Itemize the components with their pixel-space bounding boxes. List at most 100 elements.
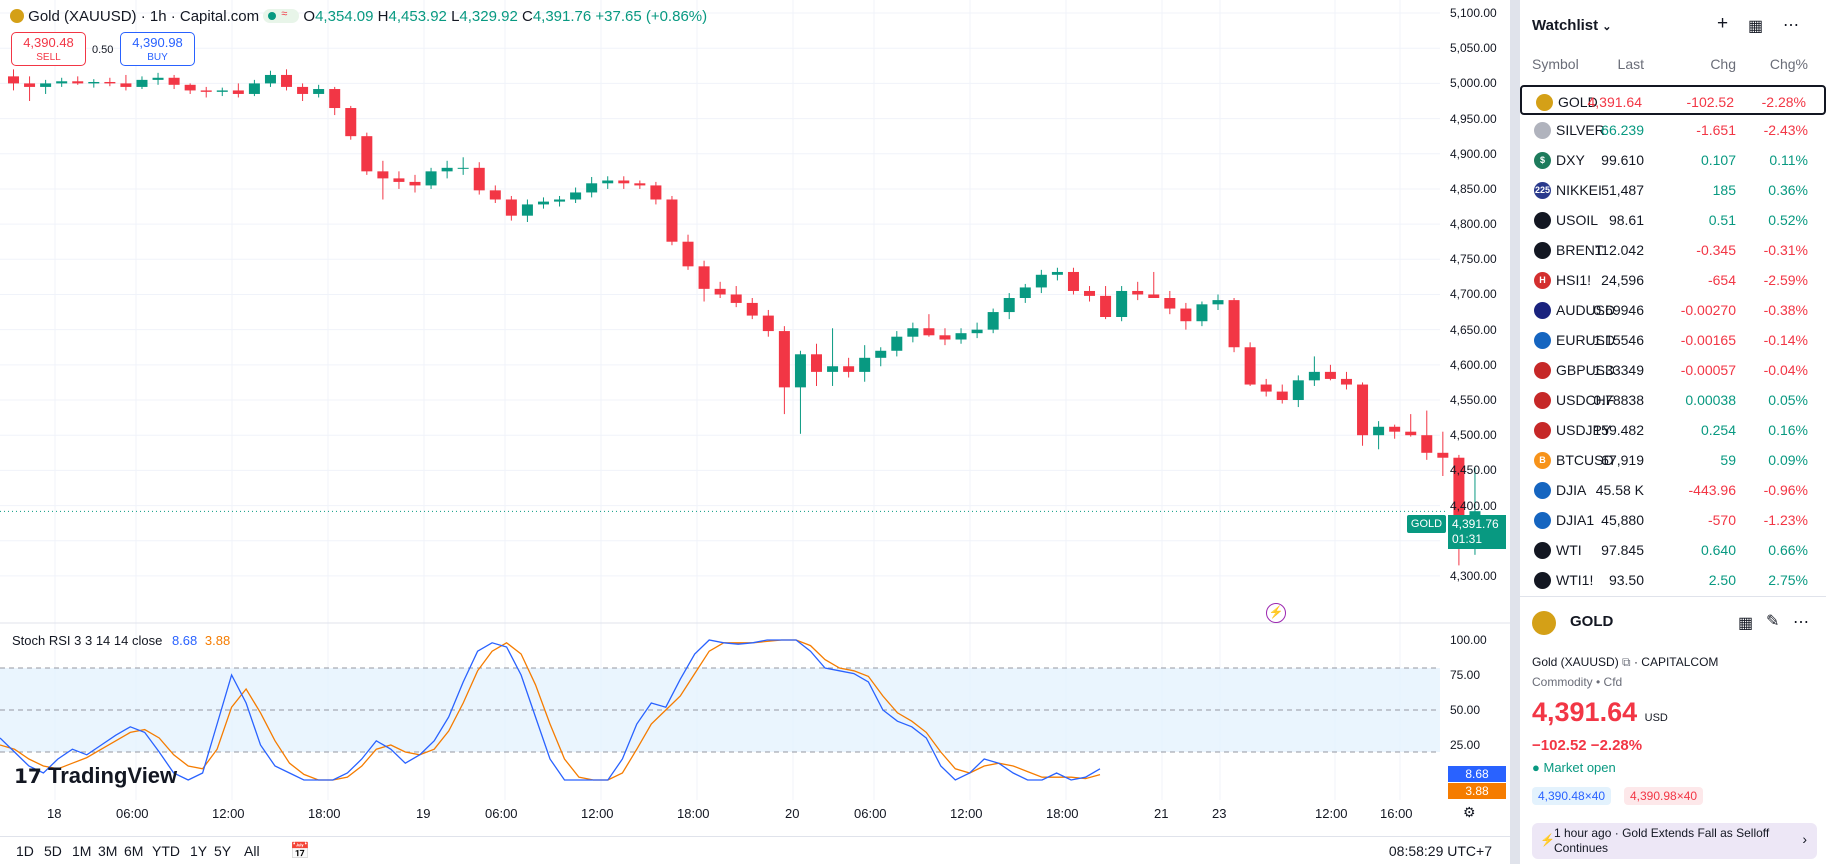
watchlist-row[interactable]: DJIA1 45,880 -570 -1.23% [1520,505,1826,535]
stoch-d-line [0,639,1101,781]
symbol-legend[interactable]: Gold (XAUUSD) · 1h · Capital.com ≈ O4,35… [10,8,707,25]
watchlist-row[interactable]: USDCHF 0.78838 0.00038 0.05% [1520,385,1826,415]
symbol-change-pct: 0.52% [1768,212,1808,228]
news-item[interactable]: ⚡ 1 hour ago · Gold Extends Fall as Sell… [1532,823,1817,859]
more-options-icon[interactable]: ⋯ [1793,614,1809,631]
candle-body [762,315,774,332]
external-link-icon[interactable]: ⧉ [1622,655,1631,669]
watchlist-row[interactable]: WTI 97.845 0.640 0.66% [1520,535,1826,565]
add-symbol-icon[interactable]: + [1717,13,1729,34]
chart-pane[interactable]: Gold (XAUUSD) · 1h · Capital.com ≈ O4,35… [0,0,1510,864]
watchlist-row[interactable]: B BTCUSD 67,919 59 0.09% [1520,445,1826,475]
time-tick-label: 20 [785,806,800,821]
edit-note-icon[interactable]: ✎ [1766,613,1780,630]
symbol-last: 45,880 [1601,512,1644,528]
symbol-logo-icon [1534,392,1551,409]
range-button-5y[interactable]: 5Y [214,843,232,859]
candle-countdown: 01:31 [1452,532,1483,546]
range-button-6m[interactable]: 6M [124,843,144,859]
layout-grid-icon[interactable]: ▦ [1748,18,1764,35]
chart-canvas[interactable] [0,0,1510,836]
column-symbol[interactable]: Symbol [1532,56,1579,72]
price-tick-label: 4,650.00 [1450,322,1497,337]
tradingview-watermark[interactable]: 𝟭𝟳 TradingView [14,763,177,789]
symbol-change-pct: -0.96% [1763,482,1808,498]
settings-gear-icon[interactable]: ⚙ [1463,804,1476,820]
candle-body [104,81,116,84]
symbol-change: -0.345 [1696,242,1736,258]
candle-body [184,84,196,91]
column-chg-pct[interactable]: Chg% [1769,56,1808,72]
watchlist-row[interactable]: USOIL 98.61 0.51 0.52% [1520,205,1826,235]
candle-body [281,74,293,87]
range-button-1y[interactable]: 1Y [190,843,208,859]
symbol-change: -570 [1707,512,1736,528]
range-button-ytd[interactable]: YTD [152,843,180,859]
last-price-label: 4,391.76 [1452,517,1499,531]
watchlist-row[interactable]: H HSI1! 24,596 -654 -2.59% [1520,265,1826,295]
range-button-all[interactable]: All [244,843,260,859]
lightning-alert-icon[interactable]: ⚡ [1266,603,1286,623]
column-chg[interactable]: Chg [1710,56,1736,72]
layout-grid-icon[interactable]: ▦ [1738,615,1754,632]
watchlist-row[interactable]: DJIA 45.58 K -443.96 -0.96% [1520,475,1826,505]
panel-divider[interactable] [1510,0,1520,864]
news-time: 1 hour ago [1554,826,1612,840]
candle-body [682,241,694,267]
candle-body [987,312,999,330]
range-button-1m[interactable]: 1M [72,843,92,859]
candle-body [1389,426,1401,432]
watchlist-row[interactable]: AUDUSD 0.69946 -0.00270 -0.38% [1520,295,1826,325]
watchlist-row[interactable]: GOLD 4,391.64 -102.52 -2.28% [1520,85,1826,115]
range-button-3m[interactable]: 3M [98,843,118,859]
candle-body [1340,378,1352,385]
candle-body [1308,371,1320,381]
symbol-change-pct: 0.36% [1768,182,1808,198]
watchlist-row[interactable]: BRENT 112.042 -0.345 -0.31% [1520,235,1826,265]
symbol-change: 185 [1712,182,1736,198]
price-tick-label: 5,100.00 [1450,6,1497,21]
more-options-icon[interactable]: ⋯ [1783,17,1799,34]
watchlist-row[interactable]: EURUSD 1.15546 -0.00165 -0.14% [1520,325,1826,355]
detail-symbol[interactable]: GOLD [1570,613,1614,630]
buy-button[interactable]: 4,390.98 BUY [120,32,195,66]
sell-button[interactable]: 4,390.48 SELL [11,32,86,66]
candle-body [1421,435,1433,453]
symbol-change-pct: -0.31% [1763,242,1808,258]
candle-body [1228,300,1240,348]
detail-price-value: 4,391.64 [1532,697,1638,727]
price-tick-label: 4,500.00 [1450,428,1497,443]
price-tick-label: 4,700.00 [1450,287,1497,302]
watchlist-title[interactable]: Watchlist ⌄ [1532,17,1612,34]
candle-body [570,192,582,200]
candle-body [1180,308,1192,322]
stoch-legend[interactable]: Stoch RSI 3 3 14 14 close 8.68 3.88 [12,633,230,648]
candle-body [827,366,839,372]
watchlist-row[interactable]: GBPUSD 1.33349 -0.00057 -0.04% [1520,355,1826,385]
symbol-change: -102.52 [1686,94,1734,110]
range-button-5d[interactable]: 5D [44,843,62,859]
candle-body [120,83,132,87]
candle-body [1100,295,1112,317]
stoch-tick-label: 25.00 [1450,738,1481,752]
range-button-1d[interactable]: 1D [16,843,34,859]
stoch-k-value: 8.68 [171,633,198,648]
watchlist-row[interactable]: WTI1! 93.50 2.50 2.75% [1520,565,1826,595]
low-value: 4,329.92 [459,8,518,25]
symbol-change-pct: -2.59% [1763,272,1808,288]
watchlist-row[interactable]: $ DXY 99.610 0.107 0.11% [1520,145,1826,175]
date-range-calendar-icon[interactable]: 📅 [290,843,310,860]
column-last[interactable]: Last [1617,56,1644,72]
candle-body [1019,287,1031,298]
time-tick-label: 19 [416,806,431,821]
candle-body [248,83,260,94]
candle-body [521,204,533,216]
symbol-name: USDCHF [1556,392,1614,408]
utc-clock[interactable]: 08:58:29 UTC+7 [1388,843,1492,859]
detail-currency: USD [1644,712,1668,724]
watchlist-row[interactable]: SILVER 66.239 -1.651 -2.43% [1520,115,1826,145]
symbol-change-pct: 0.09% [1768,452,1808,468]
watchlist-row[interactable]: USDJPY 159.482 0.254 0.16% [1520,415,1826,445]
watchlist-row[interactable]: 225 NIKKEI 51,487 185 0.36% [1520,175,1826,205]
candle-body [1244,347,1256,385]
